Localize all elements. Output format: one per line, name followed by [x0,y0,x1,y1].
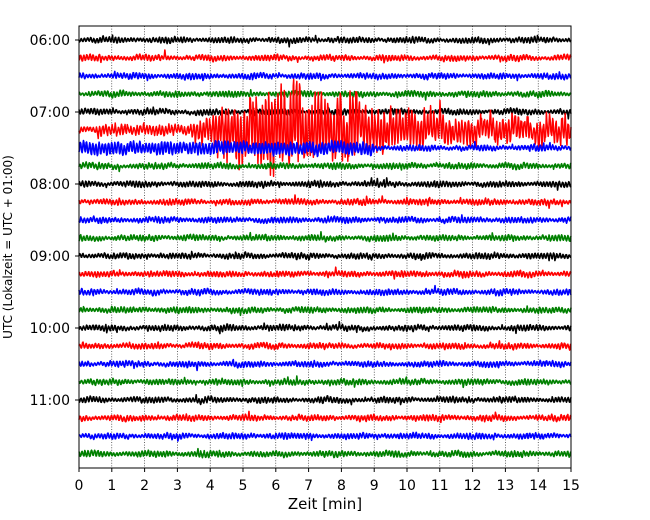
trace-1145 [78,447,572,459]
x-tick-label-0: 0 [75,478,84,494]
trace-0830 [78,214,572,225]
trace-1030 [78,358,572,372]
trace-1015 [78,340,572,351]
trace-0915 [78,266,572,280]
x-axis-label: Zeit [min] [288,495,362,513]
x-tick-label-12: 12 [464,478,482,494]
y-tick-label-0: 06:00 [30,33,70,49]
x-tick-label-5: 5 [239,478,248,494]
trace-0715 [78,78,572,178]
y-axis: 06:00 07:00 08:00 09:00 10:00 11:00 [30,33,79,409]
trace-1100 [78,394,572,406]
trace-0615 [78,49,572,64]
y-tick-label-3: 09:00 [30,249,70,265]
trace-1045 [78,375,572,389]
x-tick-label-1: 1 [107,478,116,494]
x-tick-label-13: 13 [496,478,514,494]
trace-1130 [78,431,572,442]
plot-frame [78,25,572,469]
trace-0900 [78,250,572,262]
y-axis-label: UTC (Lokalzeit = UTC + 01:00) [1,155,15,339]
x-tick-label-9: 9 [370,478,379,494]
x-tick-label-10: 10 [398,478,416,494]
x-tick-label-4: 4 [206,478,215,494]
trace-0845 [78,231,572,243]
trace-1000 [78,321,572,335]
trace-0600 [78,34,572,48]
x-tick-label-6: 6 [271,478,280,494]
x-axis: 0 1 2 3 4 5 6 7 8 9 10 11 12 13 14 15 [75,468,580,494]
x-tick-label-14: 14 [529,478,547,494]
trace-0945 [78,305,572,317]
trace-0800 [78,177,572,191]
x-tick-label-11: 11 [431,478,449,494]
trace-0730 [78,139,572,158]
x-tick-label-3: 3 [173,478,182,494]
x-tick-label-8: 8 [337,478,346,494]
y-tick-label-1: 07:00 [30,105,70,121]
y-tick-label-2: 08:00 [30,177,70,193]
x-tick-label-2: 2 [140,478,149,494]
trace-0815 [78,194,572,209]
trace-lines [78,34,572,459]
trace-0630 [78,70,572,82]
y-tick-label-4: 10:00 [30,321,70,337]
trace-1115 [78,410,572,424]
trace-0930 [78,284,572,297]
y-tick-label-5: 11:00 [30,393,70,409]
trace-0745 [78,161,572,173]
trace-0645 [78,89,572,101]
x-tick-label-15: 15 [562,478,580,494]
vertical-grid [111,26,539,468]
x-tick-label-7: 7 [304,478,313,494]
